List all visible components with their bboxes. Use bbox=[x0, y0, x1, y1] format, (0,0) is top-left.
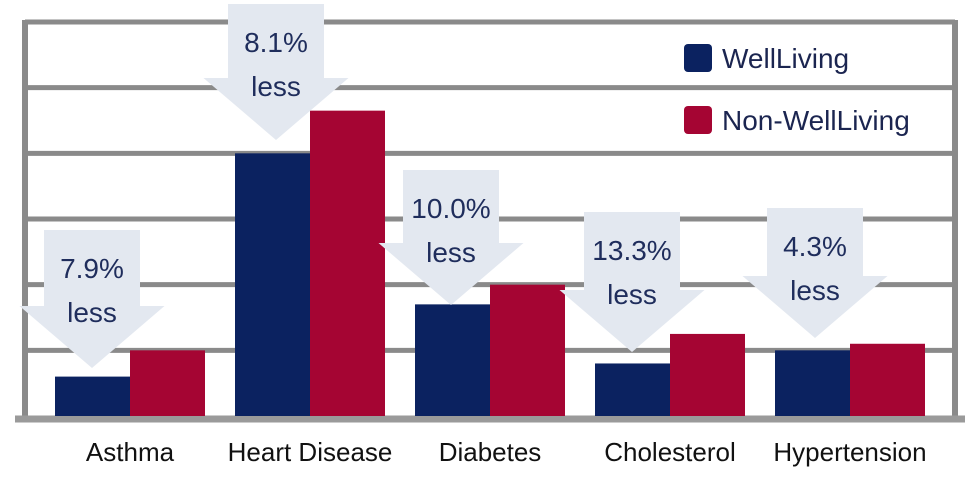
down-arrow-icon bbox=[203, 4, 349, 140]
annotation-hypertension: 4.3% less bbox=[742, 208, 888, 338]
annotation-heart-disease: 8.1% less bbox=[203, 4, 349, 140]
down-arrow-icon bbox=[742, 208, 888, 338]
bar-diabetes-non-wellliving bbox=[490, 284, 565, 416]
annotation-less: less bbox=[426, 237, 476, 268]
bar-hypertension-non-wellliving bbox=[850, 343, 925, 416]
annotation-percent: 4.3% bbox=[783, 231, 847, 262]
bar-heart-disease-non-wellliving bbox=[310, 110, 385, 417]
bar-heart-disease-wellliving bbox=[235, 153, 310, 417]
annotation-percent: 13.3% bbox=[592, 235, 671, 266]
x-tick-label-cholesterol: Cholesterol bbox=[604, 437, 736, 467]
annotation-less: less bbox=[790, 275, 840, 306]
bars-group bbox=[55, 110, 925, 417]
legend-item-wellliving: WellLiving bbox=[684, 43, 849, 74]
bar-diabetes-wellliving bbox=[415, 304, 490, 416]
down-arrow-icon bbox=[378, 170, 524, 305]
bar-cholesterol-wellliving bbox=[595, 363, 670, 416]
legend-swatch bbox=[684, 44, 712, 72]
annotation-arrows: 7.9% less 8.1% less 10.0% less 13.3% less 4.3% le… bbox=[19, 4, 888, 368]
legend-label: Non-WellLiving bbox=[722, 105, 910, 136]
grid-lines bbox=[15, 19, 965, 423]
bar-asthma-wellliving bbox=[55, 376, 130, 416]
legend: WellLiving Non-WellLiving bbox=[684, 43, 910, 136]
bar-hypertension-wellliving bbox=[775, 350, 850, 416]
down-arrow-icon bbox=[19, 230, 165, 368]
annotation-less: less bbox=[251, 71, 301, 102]
x-tick-label-hypertension: Hypertension bbox=[773, 437, 926, 467]
annotation-percent: 10.0% bbox=[411, 193, 490, 224]
x-tick-label-heart-disease: Heart Disease bbox=[228, 437, 393, 467]
legend-item-non-wellliving: Non-WellLiving bbox=[684, 105, 910, 136]
legend-label: WellLiving bbox=[722, 43, 849, 74]
annotation-asthma: 7.9% less bbox=[19, 230, 165, 368]
down-arrow-icon bbox=[559, 212, 705, 352]
bar-cholesterol-non-wellliving bbox=[670, 333, 745, 416]
bar-asthma-non-wellliving bbox=[130, 350, 205, 416]
annotation-percent: 7.9% bbox=[60, 253, 124, 284]
x-axis-labels: Asthma Heart Disease Diabetes Cholesterol Hy… bbox=[86, 437, 927, 467]
annotation-diabetes: 10.0% less bbox=[378, 170, 524, 305]
annotation-percent: 8.1% bbox=[244, 27, 308, 58]
annotation-less: less bbox=[67, 297, 117, 328]
annotation-less: less bbox=[607, 279, 657, 310]
x-tick-label-diabetes: Diabetes bbox=[439, 437, 542, 467]
legend-swatch bbox=[684, 106, 712, 134]
x-tick-label-asthma: Asthma bbox=[86, 437, 175, 467]
annotation-cholesterol: 13.3% less bbox=[559, 212, 705, 352]
